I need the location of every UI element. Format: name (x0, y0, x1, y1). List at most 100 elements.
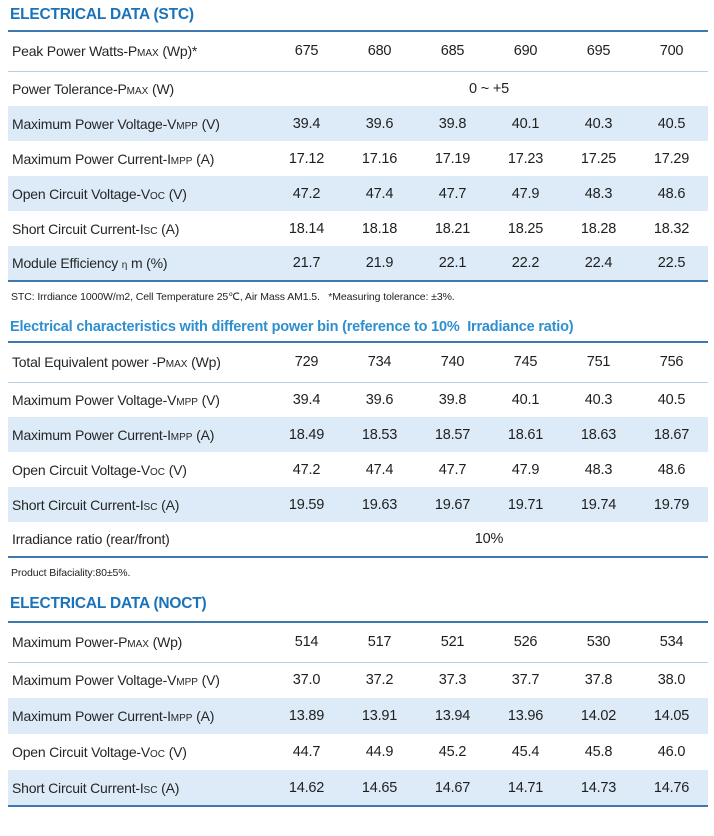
value-cell: 21.7 (292, 255, 321, 271)
value-cell: 530 (562, 622, 635, 663)
table-row: Open Circuit Voltage-VOC (V) 44.7 44.9 45.2… (8, 734, 708, 770)
value-cell: 14.02 (580, 708, 617, 724)
value-cell: 21.9 (365, 255, 394, 271)
value-cell: 47.9 (511, 185, 540, 202)
row-label: Power Tolerance-PMAX (W) (12, 80, 174, 97)
value-cell: 39.8 (438, 391, 467, 408)
value-cell: 729 (270, 342, 343, 383)
value-cell: 48.3 (584, 185, 613, 202)
value-cell: 44.9 (365, 744, 394, 760)
value-cell: 37.0 (292, 672, 321, 689)
value-cell: 45.8 (584, 744, 613, 760)
row-label: Maximum Power Voltage-VMPP (V) (12, 672, 220, 689)
value-cell: 690 (489, 31, 562, 72)
value-cell: 46.0 (657, 744, 686, 760)
section-title-noct: ELECTRICAL DATA (NOCT) (10, 595, 207, 612)
value-cell: 37.8 (584, 672, 613, 689)
row-label: Module Efficiency η m (%) (12, 255, 168, 271)
section-electrical-data-noct: ELECTRICAL DATA (NOCT) Maximum Power-PMA… (8, 595, 708, 807)
value-cell: 13.91 (361, 708, 398, 724)
value-cell: 18.63 (580, 426, 617, 443)
value-cell: 37.2 (365, 672, 394, 689)
value-cell: 685 (416, 31, 489, 72)
value-cell: 17.23 (507, 150, 544, 167)
row-label: Open Circuit Voltage-VOC (V) (12, 744, 187, 760)
value-cell: 14.62 (288, 779, 325, 796)
value-cell: 17.12 (288, 150, 325, 167)
value-cell: 45.4 (511, 744, 540, 760)
value-cell: 18.53 (361, 426, 398, 443)
value-cell: 740 (416, 342, 489, 383)
value-cell: 39.4 (292, 391, 321, 408)
value-cell: 14.71 (507, 779, 544, 796)
value-cell: 45.2 (438, 744, 467, 760)
value-cell: 18.18 (361, 220, 398, 237)
table-row: Peak Power Watts-PMAX (Wp)* 675 680 685 690 6… (8, 31, 708, 72)
value-cell: 18.67 (653, 426, 690, 443)
bifaciality-footnote: Product Bifaciality:80±5%. (11, 567, 131, 579)
value-cell: 37.3 (438, 672, 467, 689)
table-row: Maximum Power Voltage-VMPP (V) 37.0 37.2 37… (8, 662, 708, 698)
value-cell: 19.71 (507, 496, 544, 513)
value-cell: 13.89 (288, 708, 325, 724)
value-cell: 39.6 (365, 391, 394, 408)
value-cell: 44.7 (292, 744, 321, 760)
row-label: Maximum Power Voltage-VMPP (V) (12, 115, 220, 132)
value-cell: 734 (343, 342, 416, 383)
row-label: Peak Power Watts-PMAX (Wp)* (8, 31, 270, 72)
value-cell: 22.1 (438, 255, 467, 271)
value-cell: 22.2 (511, 255, 540, 271)
value-cell: 18.25 (507, 220, 544, 237)
value-cell: 40.5 (657, 115, 686, 132)
value-cell: 47.2 (292, 185, 321, 202)
value-cell: 17.25 (580, 150, 617, 167)
value-cell: 40.3 (584, 391, 613, 408)
row-label: Short Circuit Current-ISC (A) (12, 496, 180, 513)
table-row: Short Circuit Current-ISC (A) 18.14 18.18 1… (8, 211, 708, 246)
value-cell: 19.59 (288, 496, 325, 513)
value-cell: 17.29 (653, 150, 690, 167)
value-cell: 47.4 (365, 185, 394, 202)
value-cell: 14.73 (580, 779, 617, 796)
value-cell: 47.4 (365, 461, 394, 478)
value-cell: 22.4 (584, 255, 613, 271)
noct-table: Maximum Power-PMAX (Wp) 514 517 521 526 530 53… (8, 621, 708, 807)
stc-footnote: STC: Irrdiance 1000W/m2, Cell Temperatur… (11, 291, 455, 303)
row-label: Total Equivalent power -PMAX (Wp) (8, 342, 270, 383)
table-row: Open Circuit Voltage-VOC (V) 47.2 47.4 47.7… (8, 176, 708, 211)
value-cell: 18.21 (434, 220, 471, 237)
power-bin-table: Total Equivalent power -PMAX (Wp) 729 734 7… (8, 341, 708, 558)
value-cell: 40.5 (657, 391, 686, 408)
value-cell: 18.57 (434, 426, 471, 443)
value-cell: 19.67 (434, 496, 471, 513)
section-title-power-bin: Electrical characteristics with differen… (10, 319, 574, 335)
value-cell: 695 (562, 31, 635, 72)
table-row: Total Equivalent power -PMAX (Wp) 729 734 7… (8, 342, 708, 383)
row-label: Maximum Power Current-IMPP (A) (12, 426, 215, 443)
value-cell: 680 (343, 31, 416, 72)
table-row: Maximum Power Current-IMPP (A) 18.49 18.53… (8, 417, 708, 452)
value-cell: 19.74 (580, 496, 617, 513)
value-cell: 18.28 (580, 220, 617, 237)
value-cell: 22.5 (657, 255, 686, 271)
value-cell: 38.0 (657, 672, 686, 689)
row-label: Open Circuit Voltage-VOC (V) (12, 461, 187, 478)
row-label: Maximum Power Voltage-VMPP (V) (12, 391, 220, 408)
value-cell: 756 (635, 342, 708, 383)
value-cell: 521 (416, 622, 489, 663)
value-cell: 675 (270, 31, 343, 72)
table-row: Power Tolerance-PMAX (W) 0 ~ +5 (8, 71, 708, 106)
value-cell: 14.67 (434, 779, 471, 796)
table-row: Maximum Power-PMAX (Wp) 514 517 521 526 530 53… (8, 622, 708, 663)
value-cell: 48.3 (584, 461, 613, 478)
row-label: Short Circuit Current-ISC (A) (12, 779, 180, 796)
stc-table: Peak Power Watts-PMAX (Wp)* 675 680 685 690 6… (8, 30, 708, 282)
value-cell: 526 (489, 622, 562, 663)
value-cell: 514 (270, 622, 343, 663)
value-cell: 39.8 (438, 115, 467, 132)
value-cell: 48.6 (657, 461, 686, 478)
value-cell: 13.94 (434, 708, 471, 724)
row-label: Open Circuit Voltage-VOC (V) (12, 185, 187, 202)
value-cell: 14.76 (653, 779, 690, 796)
value-cell: 40.1 (511, 391, 540, 408)
